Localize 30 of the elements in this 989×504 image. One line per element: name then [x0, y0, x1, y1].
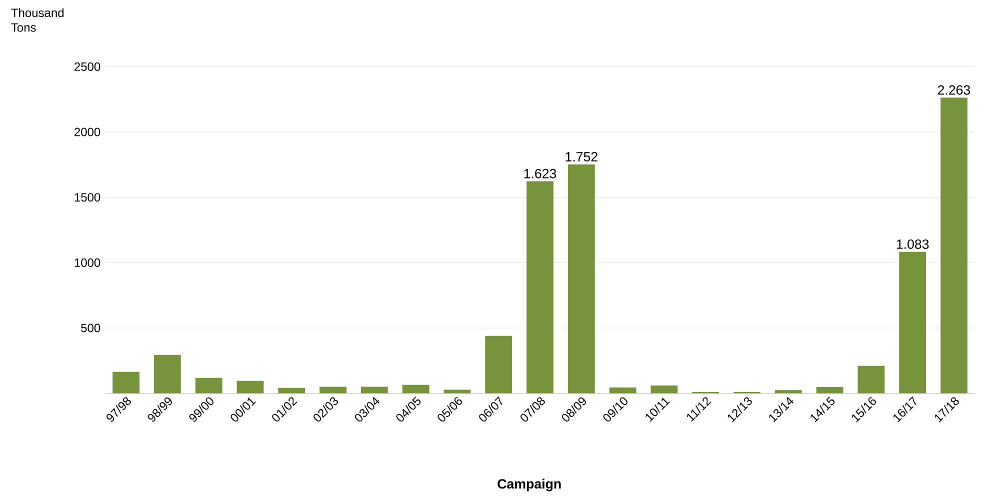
data-label: 2.263 — [938, 85, 970, 95]
bar — [858, 366, 885, 394]
bar — [774, 390, 802, 394]
y-tick-label: 1500 — [74, 193, 100, 202]
bar — [402, 384, 430, 394]
y-tick-label: 2500 — [74, 62, 100, 71]
bar — [278, 388, 306, 394]
bar — [195, 378, 222, 394]
bar — [320, 386, 346, 394]
data-label: 1.623 — [524, 168, 556, 178]
bar — [568, 164, 595, 394]
y-axis-title: Thousand Tons — [11, 8, 64, 32]
y-tick-label: 1000 — [74, 258, 100, 267]
bar — [899, 252, 926, 394]
data-label: 1.083 — [896, 239, 929, 249]
y-tick-label: 2000 — [74, 128, 100, 136]
bar — [360, 386, 388, 394]
bar — [940, 98, 968, 394]
bar — [650, 385, 678, 394]
bar — [444, 390, 471, 394]
bar — [112, 372, 140, 394]
x-axis-title: Campaign — [498, 478, 561, 492]
bar — [236, 380, 264, 394]
data-label: 1.752 — [566, 152, 598, 162]
bar — [485, 336, 512, 394]
bar — [526, 181, 554, 394]
y-tick-label: 500 — [81, 324, 100, 332]
bar — [609, 387, 636, 394]
bar — [816, 387, 844, 394]
bar — [154, 354, 181, 394]
